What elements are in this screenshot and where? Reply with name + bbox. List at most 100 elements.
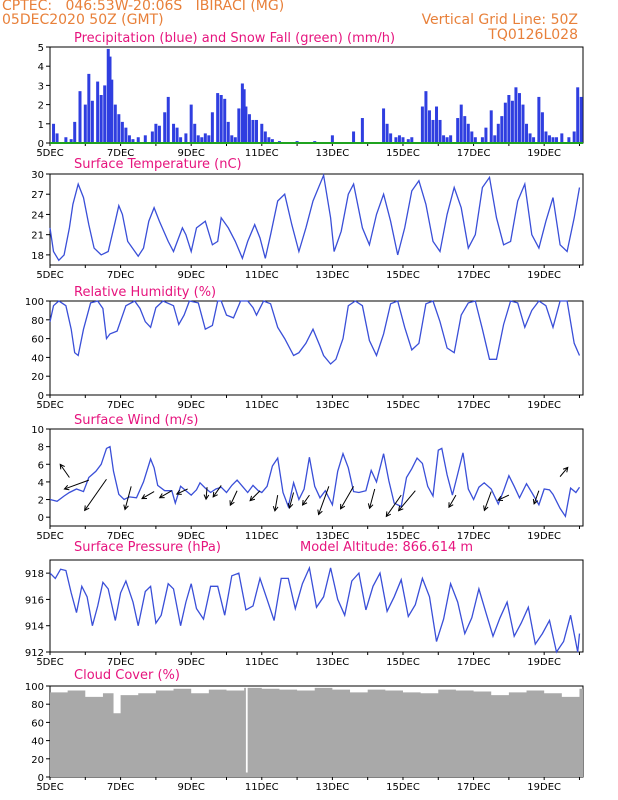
x-tick-label: 11DEC bbox=[245, 148, 279, 159]
y-tick-label: 40 bbox=[31, 737, 44, 748]
y-tick-label: 80 bbox=[31, 700, 44, 711]
panel-title: Surface Wind (m/s) bbox=[74, 413, 198, 428]
panel-annotation: Model Altitude: 866.614 m bbox=[300, 540, 473, 555]
wind-vector bbox=[340, 486, 354, 510]
precip-bar bbox=[567, 137, 571, 143]
wind-vector-head bbox=[158, 493, 165, 499]
precip-bar bbox=[480, 137, 484, 143]
precip-bar bbox=[216, 93, 220, 143]
precip-bar bbox=[110, 79, 114, 143]
y-tick-label: 20 bbox=[31, 755, 44, 766]
precip-bar bbox=[175, 127, 179, 143]
y-tick-label: 5 bbox=[38, 43, 44, 54]
precip-bar bbox=[219, 95, 223, 143]
x-tick-label: 11DEC bbox=[245, 531, 279, 542]
precip-bar bbox=[251, 119, 255, 143]
y-tick-label: 6 bbox=[38, 460, 44, 471]
y-tick-label: 40 bbox=[31, 353, 44, 364]
wind-vector-head bbox=[317, 509, 323, 516]
precip-bar bbox=[189, 104, 193, 143]
wind-vector bbox=[302, 494, 310, 506]
wind-vector bbox=[369, 488, 376, 509]
x-tick-label: 9DEC bbox=[178, 270, 205, 281]
precip-bar bbox=[124, 127, 128, 143]
precip-bar bbox=[90, 100, 94, 143]
precip-bar bbox=[352, 131, 356, 143]
wind-vector bbox=[448, 494, 457, 508]
wind-vector-head bbox=[340, 503, 346, 510]
y-tick-label: 80 bbox=[31, 316, 44, 327]
precip-bar bbox=[99, 95, 103, 143]
wind-vector-head bbox=[483, 505, 489, 512]
wind-vector bbox=[497, 494, 510, 501]
precip-bar bbox=[435, 106, 439, 143]
y-tick-label: 4 bbox=[38, 478, 44, 489]
wind-vector bbox=[274, 495, 279, 511]
panel-title: Surface Pressure (hPa) bbox=[74, 540, 221, 555]
header-model-code: TQ0126L028 bbox=[488, 27, 578, 43]
wind-vector bbox=[176, 488, 188, 495]
y-tick-label: 1 bbox=[38, 120, 44, 131]
precip-bar bbox=[470, 131, 474, 143]
precip-bar bbox=[438, 119, 442, 143]
precip-bar bbox=[424, 91, 428, 143]
x-tick-label: 5DEC bbox=[36, 270, 63, 281]
precip-bar bbox=[521, 104, 525, 143]
wind-vector bbox=[229, 490, 238, 506]
precip-bar bbox=[120, 121, 124, 143]
x-tick-label: 9DEC bbox=[178, 148, 205, 159]
precip-bar bbox=[382, 108, 386, 143]
precip-bar bbox=[540, 112, 544, 143]
y-tick-label: 914 bbox=[25, 622, 44, 633]
precip-bar bbox=[267, 137, 271, 143]
wind-vector-head bbox=[229, 500, 235, 507]
x-tick-label: 11DEC bbox=[245, 782, 279, 793]
precip-bar bbox=[69, 139, 73, 143]
x-tick-label: 5DEC bbox=[36, 148, 63, 159]
precip-bar bbox=[389, 133, 393, 143]
precip-bar bbox=[528, 133, 532, 143]
precip-bar bbox=[463, 116, 467, 143]
x-tick-label: 13DEC bbox=[316, 531, 350, 542]
precip-bar bbox=[157, 125, 161, 143]
x-tick-label: 7DEC bbox=[107, 657, 134, 668]
wind-vector bbox=[159, 490, 173, 499]
wind-vector-head bbox=[397, 505, 404, 512]
wind-vector-head bbox=[301, 499, 308, 506]
x-tick-label: 7DEC bbox=[107, 782, 134, 793]
y-tick-label: 60 bbox=[31, 335, 44, 346]
x-tick-label: 9DEC bbox=[178, 782, 205, 793]
x-tick-label: 17DEC bbox=[457, 657, 491, 668]
x-tick-label: 5DEC bbox=[36, 657, 63, 668]
wind-vector-head bbox=[272, 505, 279, 512]
wind-vector-head bbox=[175, 489, 182, 495]
precip-bar bbox=[244, 106, 248, 143]
precip-bar bbox=[579, 96, 583, 143]
panel-frame bbox=[49, 300, 584, 396]
precip-bar bbox=[117, 114, 121, 143]
series-line bbox=[49, 565, 581, 654]
precip-bar bbox=[143, 135, 147, 143]
precip-bar bbox=[360, 118, 364, 143]
x-tick-label: 15DEC bbox=[386, 270, 420, 281]
cloud-cover-area bbox=[50, 687, 583, 777]
precip-bar bbox=[500, 116, 504, 143]
precip-bar bbox=[163, 112, 167, 143]
y-tick-label: 912 bbox=[25, 648, 44, 659]
precip-bar bbox=[510, 100, 514, 143]
precip-bar bbox=[150, 131, 154, 143]
precip-bar bbox=[131, 139, 135, 143]
precip-bar bbox=[106, 48, 110, 143]
wind-vector-head bbox=[123, 504, 129, 511]
precip-bar bbox=[210, 112, 214, 143]
precip-bar bbox=[55, 133, 59, 143]
y-tick-label: 20 bbox=[31, 372, 44, 383]
x-tick-label: 15DEC bbox=[386, 657, 420, 668]
x-tick-label: 9DEC bbox=[178, 531, 205, 542]
wind-vector bbox=[84, 478, 107, 511]
precip-bar bbox=[517, 93, 521, 143]
precip-bar bbox=[507, 95, 511, 143]
x-tick-label: 17DEC bbox=[457, 531, 491, 542]
panel-frame bbox=[49, 173, 584, 266]
precip-bar bbox=[103, 85, 107, 143]
